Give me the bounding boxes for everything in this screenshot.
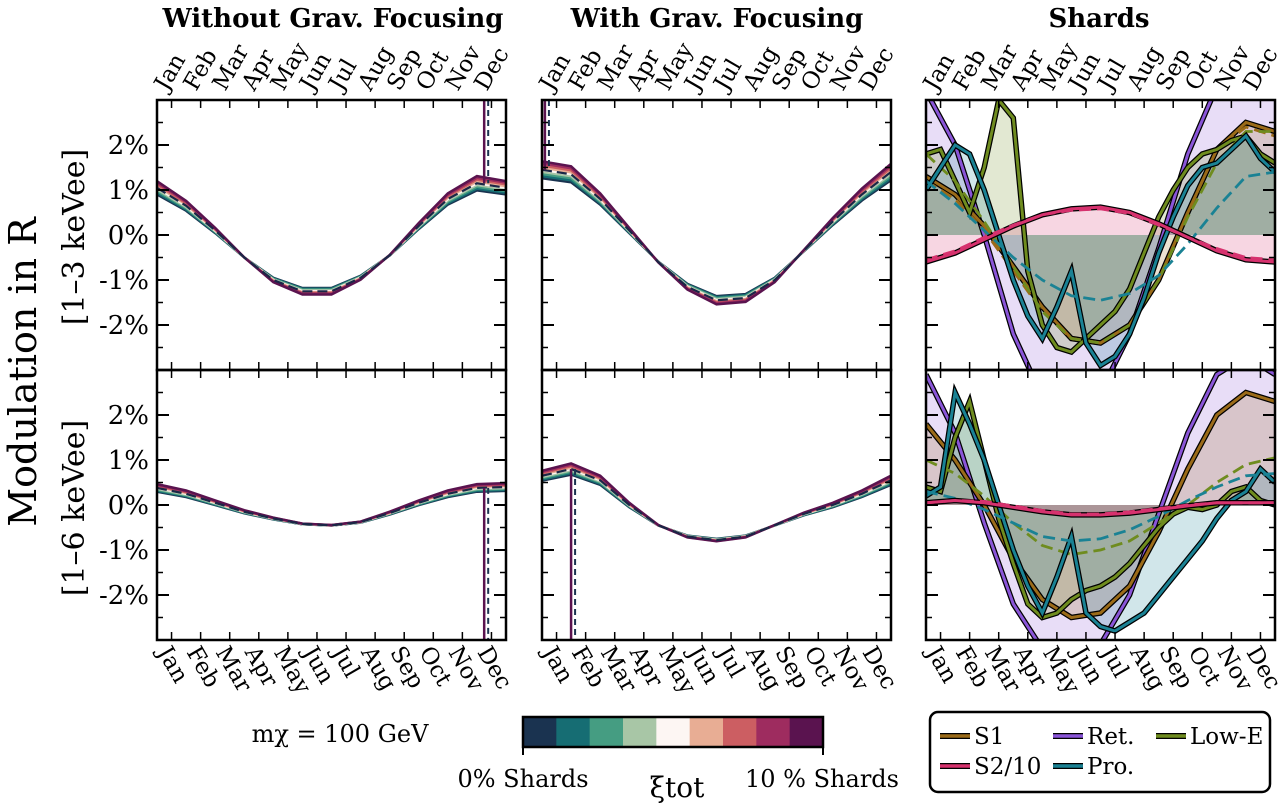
- line-shards_1_6-Pro.: [926, 387, 1275, 633]
- dash-shards_1_6-Pro.: [926, 472, 1275, 543]
- dashed-curve-nofocus_1_6: [157, 485, 506, 527]
- panel-focus_1_3: [542, 100, 891, 306]
- line-shards_1_3-S2/10: [926, 205, 1275, 264]
- line-shards_1_3-Ret.: [929, 100, 1213, 370]
- curve-nofocus_1_3-1: [157, 187, 506, 291]
- colorbar-swatch-0: [523, 717, 557, 747]
- title-shards: Shards: [1048, 4, 1149, 34]
- curve-nofocus_1_3-0: [157, 189, 506, 290]
- panel-shards_1_6: [926, 370, 1275, 640]
- legend-label-3: Pro.: [1087, 754, 1134, 780]
- ytick-label-1-2: 0%: [108, 491, 149, 521]
- frame-nofocus_1_3: [155, 98, 508, 372]
- curve-focus_1_3-8: [542, 160, 891, 306]
- ytick-label-0-3: -1%: [99, 266, 149, 296]
- line-shards_1_3-Pro.: [926, 133, 1275, 368]
- area-shards_1_3-S2/10: [926, 207, 1275, 262]
- area-shards_1_6-Pro.: [926, 392, 1275, 631]
- dash-shards_1_6-S2/10: [926, 499, 1275, 516]
- colorbar-swatch-5: [689, 717, 724, 747]
- area-shards_1_6-S2/10: [926, 500, 1275, 515]
- colorbar-left-label: 0% Shards: [457, 765, 588, 793]
- dash-shards_1_6-Low-E: [926, 456, 1275, 556]
- curve-nofocus_1_6-8: [157, 481, 506, 527]
- frame-focus_1_3: [540, 98, 893, 372]
- colorbar-label: ξtot: [650, 771, 706, 804]
- curve-focus_1_3-7: [542, 162, 891, 305]
- row-label-1-6: [1–6 keVee]: [57, 420, 92, 596]
- colorbar-swatch-4: [656, 717, 691, 747]
- colorbar-right-label: 10 % Shards: [745, 765, 899, 793]
- panels: 2%1%0%-1%-2%2%1%0%-1%-2%JanJanFebFebMarM…: [99, 38, 1281, 698]
- ytick-label-0-0: 2%: [108, 131, 149, 161]
- colorbar-swatch-2: [589, 717, 624, 747]
- colorbar-swatch-8: [789, 717, 824, 747]
- panel-nofocus_1_3: [157, 100, 506, 296]
- legend-label-0: S1: [974, 724, 1004, 750]
- legend: S1 S2/10 Ret. Pro. Low-E: [940, 724, 1263, 780]
- mass-label: mχ = 100 GeV: [252, 720, 429, 748]
- line-shards_1_3-Low-E: [926, 100, 1275, 354]
- dash-shards_1_3-S2/10: [926, 207, 1275, 262]
- y-axis-label: Modulation in R: [1, 216, 45, 527]
- row-label-1-3: [1–3 keVee]: [57, 149, 92, 325]
- area-shards_1_3-Low-E: [926, 100, 1275, 352]
- ytick-label-1-3: -1%: [99, 536, 149, 566]
- colorbar-swatch-3: [623, 717, 657, 747]
- ytick-label-1-1: 1%: [108, 446, 149, 476]
- ytick-label-0-1: 1%: [108, 176, 149, 206]
- curve-focus_1_6-8: [542, 462, 891, 543]
- dashed-curve-focus_1_6: [542, 467, 891, 542]
- legend-label-4: Low-E: [1190, 724, 1263, 750]
- colorbar-frame: [521, 715, 825, 749]
- ytick-label-1-4: -2%: [99, 581, 149, 611]
- area-shards_1_6-Low-E: [926, 401, 1275, 618]
- ytick-label-0-4: -2%: [99, 311, 149, 341]
- panel-shards_1_3: [926, 100, 1275, 370]
- panel-focus_1_6: [542, 462, 891, 640]
- legend-label-1: S2/10: [974, 754, 1041, 780]
- dash-shards_1_3-Pro.: [926, 170, 1275, 302]
- colorbar-swatch-6: [723, 717, 757, 747]
- colorbar-swatch-1: [556, 717, 591, 747]
- curve-focus_1_3-6: [542, 164, 891, 304]
- ytick-label-0-2: 0%: [108, 221, 149, 251]
- curve-focus_1_6-0: [542, 473, 891, 541]
- legend-box: [928, 710, 1272, 794]
- title-with-focusing: With Grav. Focusing: [570, 4, 864, 34]
- line-shards_1_6-Ret.: [926, 370, 1275, 640]
- curve-nofocus_1_3-8: [157, 174, 506, 296]
- dashed-curve-focus_1_3: [542, 168, 891, 302]
- colorbar: [521, 715, 825, 755]
- colorbar-swatch-7: [756, 717, 791, 747]
- frame-nofocus_1_6: [155, 368, 508, 642]
- area-shards_1_3-Pro.: [926, 136, 1275, 366]
- area-shards_1_6-S1: [926, 392, 1275, 618]
- ytick-label-1-0: 2%: [108, 401, 149, 431]
- panel-nofocus_1_6: [157, 481, 506, 640]
- legend-label-2: Ret.: [1087, 724, 1134, 750]
- title-without-focusing: Without Grav. Focusing: [162, 4, 504, 34]
